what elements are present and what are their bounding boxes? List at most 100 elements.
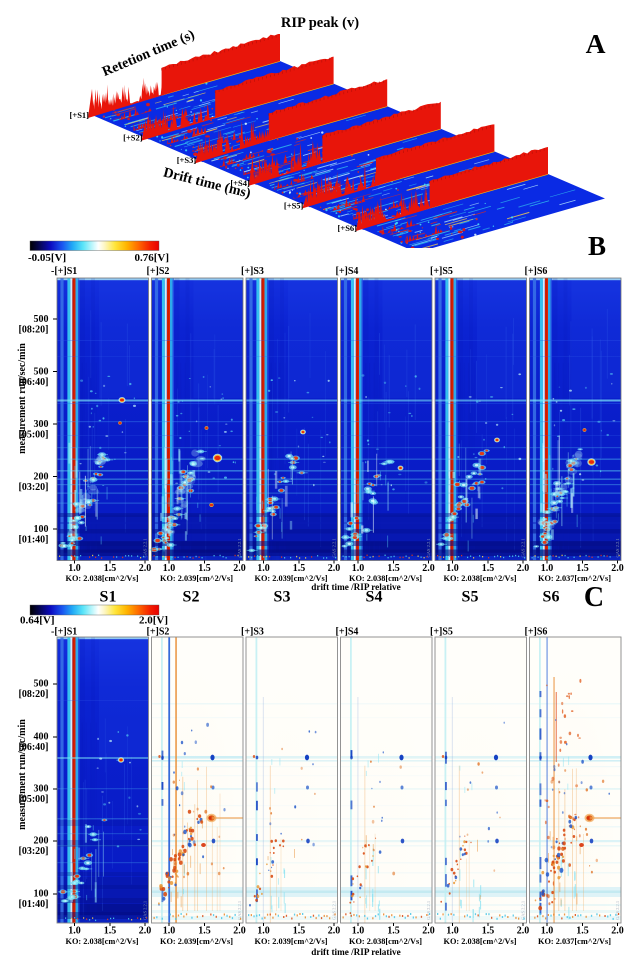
svg-text:KO: 2.037[cm^2/Vs]: KO: 2.037[cm^2/Vs] (538, 574, 611, 583)
svg-text:[+S5]: [+S5] (284, 200, 304, 210)
svg-text:[+]S3: [+]S3 (241, 266, 264, 277)
svg-text:100: 100 (34, 889, 49, 900)
svg-text:[+S2]: [+S2] (123, 133, 143, 143)
svg-text:500: 500 (34, 314, 49, 325)
svg-text:[06:40]: [06:40] (19, 742, 49, 753)
svg-text:[08:20]: [08:20] (19, 689, 49, 700)
svg-text:S5: S5 (462, 589, 479, 606)
svg-text:S4: S4 (366, 589, 383, 606)
svg-text:KO: 2.038[cm^2/Vs]: KO: 2.038[cm^2/Vs] (349, 937, 422, 946)
svg-text:1.0: 1.0 (352, 926, 365, 937)
svg-text:1.0: 1.0 (257, 563, 270, 574)
svg-text:0.64[V]: 0.64[V] (20, 615, 55, 627)
svg-text:1.5: 1.5 (198, 926, 211, 937)
svg-text:300: 300 (34, 419, 49, 430)
svg-text:1.5: 1.5 (482, 926, 495, 937)
svg-text:2.0: 2.0 (611, 926, 624, 937)
svg-text:S1: S1 (100, 589, 117, 606)
svg-text:RIP peak (v): RIP peak (v) (281, 15, 359, 31)
svg-text:GAS 2.2.1: GAS 2.2.1 (426, 901, 431, 920)
svg-text:1.0: 1.0 (163, 926, 176, 937)
svg-text:[+S3]: [+S3] (177, 155, 197, 165)
svg-text:2.0: 2.0 (139, 926, 152, 937)
svg-text:[+]S3: [+]S3 (241, 627, 264, 638)
svg-text:GAS 2.2.1: GAS 2.2.1 (615, 901, 620, 920)
svg-text:500: 500 (34, 367, 49, 378)
svg-text:KO: 2.038[cm^2/Vs]: KO: 2.038[cm^2/Vs] (443, 937, 516, 946)
svg-text:100: 100 (34, 524, 49, 535)
svg-text:KO: 2.039[cm^2/Vs]: KO: 2.039[cm^2/Vs] (160, 574, 233, 583)
svg-text:GAS 2.2.1: GAS 2.2.1 (143, 901, 148, 920)
svg-text:[+]S6: [+]S6 (525, 266, 548, 277)
svg-text:-[+]S1: -[+]S1 (51, 266, 77, 277)
svg-text:400: 400 (34, 732, 49, 743)
svg-text:1.0: 1.0 (68, 926, 81, 937)
svg-text:KO: 2.039[cm^2/Vs]: KO: 2.039[cm^2/Vs] (254, 937, 327, 946)
svg-text:2.0: 2.0 (422, 926, 435, 937)
svg-text:1.5: 1.5 (293, 926, 306, 937)
svg-text:1.5: 1.5 (104, 563, 117, 574)
svg-text:1.5: 1.5 (482, 563, 495, 574)
svg-text:[+S6]: [+S6] (338, 223, 358, 233)
svg-text:500: 500 (34, 679, 49, 690)
svg-text:[+]S5: [+]S5 (430, 627, 453, 638)
svg-text:1.0: 1.0 (446, 563, 459, 574)
svg-text:1.0: 1.0 (541, 563, 554, 574)
svg-text:1.0: 1.0 (541, 926, 554, 937)
svg-text:1.0: 1.0 (68, 563, 81, 574)
svg-text:1.5: 1.5 (198, 563, 211, 574)
svg-text:[+S4]: [+S4] (230, 178, 250, 188)
svg-text:200: 200 (34, 836, 49, 847)
svg-text:GAS 2.2.1: GAS 2.2.1 (332, 538, 337, 557)
svg-text:1.5: 1.5 (576, 926, 589, 937)
svg-text:GAS 2.2.1: GAS 2.2.1 (237, 901, 242, 920)
svg-text:[+]S4: [+]S4 (336, 266, 359, 277)
svg-text:1.0: 1.0 (163, 563, 176, 574)
svg-text:[01:40]: [01:40] (19, 535, 49, 546)
svg-text:GAS 2.2.1: GAS 2.2.1 (143, 538, 148, 557)
svg-text:S3: S3 (274, 589, 291, 606)
svg-text:B: B (588, 231, 606, 261)
svg-text:KO: 2.037[cm^2/Vs]: KO: 2.037[cm^2/Vs] (538, 937, 611, 946)
svg-text:C: C (584, 582, 604, 613)
svg-text:GAS 2.2.1: GAS 2.2.1 (521, 901, 526, 920)
svg-text:GAS 2.2.1: GAS 2.2.1 (521, 538, 526, 557)
svg-text:-0.05[V]: -0.05[V] (28, 252, 66, 264)
svg-text:[05:00]: [05:00] (19, 794, 49, 805)
svg-text:1.5: 1.5 (293, 563, 306, 574)
svg-text:1.0: 1.0 (446, 926, 459, 937)
svg-text:GAS 2.2.1: GAS 2.2.1 (332, 901, 337, 920)
svg-text:KO: 2.039[cm^2/Vs]: KO: 2.039[cm^2/Vs] (160, 937, 233, 946)
svg-text:KO: 2.038[cm^2/Vs]: KO: 2.038[cm^2/Vs] (65, 937, 138, 946)
svg-text:2.0[V]: 2.0[V] (139, 615, 168, 627)
svg-text:1.0: 1.0 (257, 926, 270, 937)
svg-text:2.0: 2.0 (328, 563, 341, 574)
svg-text:[+S1]: [+S1] (70, 110, 90, 120)
svg-text:[03:20]: [03:20] (19, 482, 49, 493)
svg-text:GAS 2.2.1: GAS 2.2.1 (237, 538, 242, 557)
svg-text:drift time /RIP relative: drift time /RIP relative (311, 582, 400, 592)
svg-text:1.5: 1.5 (576, 563, 589, 574)
svg-text:GAS 2.2.1: GAS 2.2.1 (426, 538, 431, 557)
svg-text:[+]S6: [+]S6 (525, 627, 548, 638)
svg-text:1.5: 1.5 (387, 926, 400, 937)
svg-text:GAS 2.2.1: GAS 2.2.1 (615, 538, 620, 557)
svg-text:drift time /RIP relative: drift time /RIP relative (311, 947, 400, 957)
svg-text:measurement run/sec/min: measurement run/sec/min (17, 719, 28, 830)
svg-text:200: 200 (34, 472, 49, 483)
svg-text:[05:00]: [05:00] (19, 430, 49, 441)
svg-text:0.76[V]: 0.76[V] (134, 252, 169, 264)
svg-text:2.0: 2.0 (233, 926, 246, 937)
svg-text:[+]S2: [+]S2 (147, 627, 170, 638)
svg-text:300: 300 (34, 784, 49, 795)
svg-text:[06:40]: [06:40] (19, 377, 49, 388)
svg-text:1.0: 1.0 (352, 563, 365, 574)
svg-text:[+]S4: [+]S4 (336, 627, 359, 638)
svg-text:measurement run/sec/min: measurement run/sec/min (17, 343, 28, 454)
svg-text:2.0: 2.0 (139, 563, 152, 574)
svg-text:-[+]S1: -[+]S1 (51, 627, 77, 638)
svg-text:[08:20]: [08:20] (19, 325, 49, 336)
svg-text:KO: 2.038[cm^2/Vs]: KO: 2.038[cm^2/Vs] (443, 574, 516, 583)
svg-text:2.0: 2.0 (233, 563, 246, 574)
svg-text:2.0: 2.0 (422, 563, 435, 574)
